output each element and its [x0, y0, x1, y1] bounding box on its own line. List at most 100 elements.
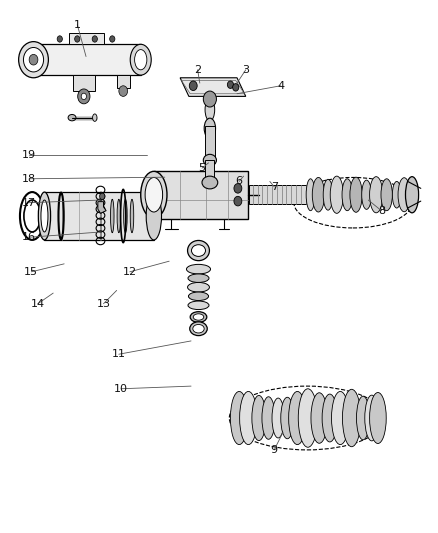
Circle shape [119, 86, 127, 96]
Ellipse shape [117, 199, 120, 233]
Text: 11: 11 [112, 349, 126, 359]
Text: 13: 13 [96, 298, 110, 309]
FancyBboxPatch shape [205, 160, 214, 181]
Text: 8: 8 [377, 206, 384, 216]
Ellipse shape [190, 312, 206, 322]
Ellipse shape [146, 192, 161, 240]
Circle shape [57, 36, 62, 42]
Ellipse shape [230, 391, 247, 445]
Ellipse shape [141, 171, 166, 218]
Circle shape [227, 81, 233, 88]
Text: 3: 3 [242, 65, 249, 75]
Ellipse shape [356, 396, 369, 440]
Ellipse shape [187, 274, 208, 282]
Ellipse shape [188, 292, 208, 301]
Circle shape [99, 193, 105, 199]
Ellipse shape [369, 176, 382, 213]
Ellipse shape [92, 114, 97, 122]
Ellipse shape [124, 199, 127, 233]
Ellipse shape [311, 177, 324, 212]
Text: 9: 9 [270, 445, 277, 455]
FancyBboxPatch shape [117, 75, 130, 88]
Circle shape [110, 36, 115, 42]
FancyBboxPatch shape [44, 192, 153, 240]
Circle shape [232, 84, 238, 91]
Ellipse shape [187, 240, 209, 261]
Ellipse shape [145, 177, 162, 212]
Ellipse shape [130, 44, 151, 75]
Polygon shape [98, 201, 106, 213]
Ellipse shape [329, 176, 343, 213]
Text: 1: 1 [74, 20, 81, 30]
Text: 18: 18 [22, 174, 36, 184]
Ellipse shape [331, 391, 348, 445]
Ellipse shape [364, 395, 378, 441]
FancyBboxPatch shape [204, 126, 215, 158]
Circle shape [81, 93, 86, 100]
Circle shape [233, 183, 241, 193]
Ellipse shape [251, 395, 265, 441]
Text: 2: 2 [194, 65, 201, 75]
Text: 6: 6 [235, 176, 242, 187]
FancyBboxPatch shape [73, 75, 95, 91]
Ellipse shape [41, 200, 48, 232]
Ellipse shape [261, 397, 275, 439]
Ellipse shape [397, 177, 410, 212]
Ellipse shape [68, 115, 76, 121]
Text: 4: 4 [276, 81, 284, 91]
Ellipse shape [322, 179, 332, 210]
Ellipse shape [321, 394, 337, 442]
Text: 5: 5 [198, 163, 205, 173]
Circle shape [74, 36, 80, 42]
Circle shape [92, 36, 97, 42]
Text: 14: 14 [31, 298, 45, 309]
Ellipse shape [23, 47, 43, 72]
FancyBboxPatch shape [153, 171, 247, 219]
Ellipse shape [38, 192, 50, 240]
Ellipse shape [204, 118, 215, 139]
Ellipse shape [18, 42, 48, 78]
Ellipse shape [369, 392, 385, 443]
Ellipse shape [205, 99, 214, 121]
Ellipse shape [341, 179, 352, 211]
Ellipse shape [192, 325, 204, 333]
Ellipse shape [297, 389, 317, 447]
Ellipse shape [380, 179, 392, 211]
Text: 17: 17 [22, 198, 36, 208]
Ellipse shape [272, 398, 284, 438]
Ellipse shape [310, 393, 327, 443]
Ellipse shape [110, 199, 114, 233]
Ellipse shape [193, 314, 203, 320]
Ellipse shape [134, 50, 147, 70]
Ellipse shape [288, 391, 305, 445]
Text: 16: 16 [22, 232, 36, 243]
Ellipse shape [280, 397, 293, 439]
Ellipse shape [349, 177, 361, 212]
Circle shape [78, 89, 90, 104]
Polygon shape [180, 78, 245, 96]
Circle shape [203, 91, 216, 107]
Ellipse shape [29, 54, 38, 65]
Ellipse shape [203, 155, 216, 166]
Ellipse shape [130, 199, 134, 233]
Ellipse shape [342, 389, 360, 447]
Ellipse shape [186, 264, 210, 274]
Ellipse shape [239, 391, 257, 445]
FancyBboxPatch shape [249, 185, 307, 204]
Text: 10: 10 [114, 384, 128, 394]
Ellipse shape [392, 181, 400, 208]
Circle shape [233, 196, 241, 206]
Ellipse shape [191, 245, 205, 256]
Circle shape [189, 81, 197, 91]
Ellipse shape [189, 322, 207, 336]
Text: 12: 12 [123, 267, 137, 277]
Ellipse shape [361, 180, 371, 209]
Text: 7: 7 [270, 182, 277, 192]
Text: 19: 19 [22, 150, 36, 160]
Ellipse shape [187, 301, 208, 310]
Text: 15: 15 [24, 267, 38, 277]
Ellipse shape [405, 176, 418, 213]
Ellipse shape [187, 282, 209, 292]
Ellipse shape [201, 176, 217, 189]
FancyBboxPatch shape [68, 33, 103, 44]
